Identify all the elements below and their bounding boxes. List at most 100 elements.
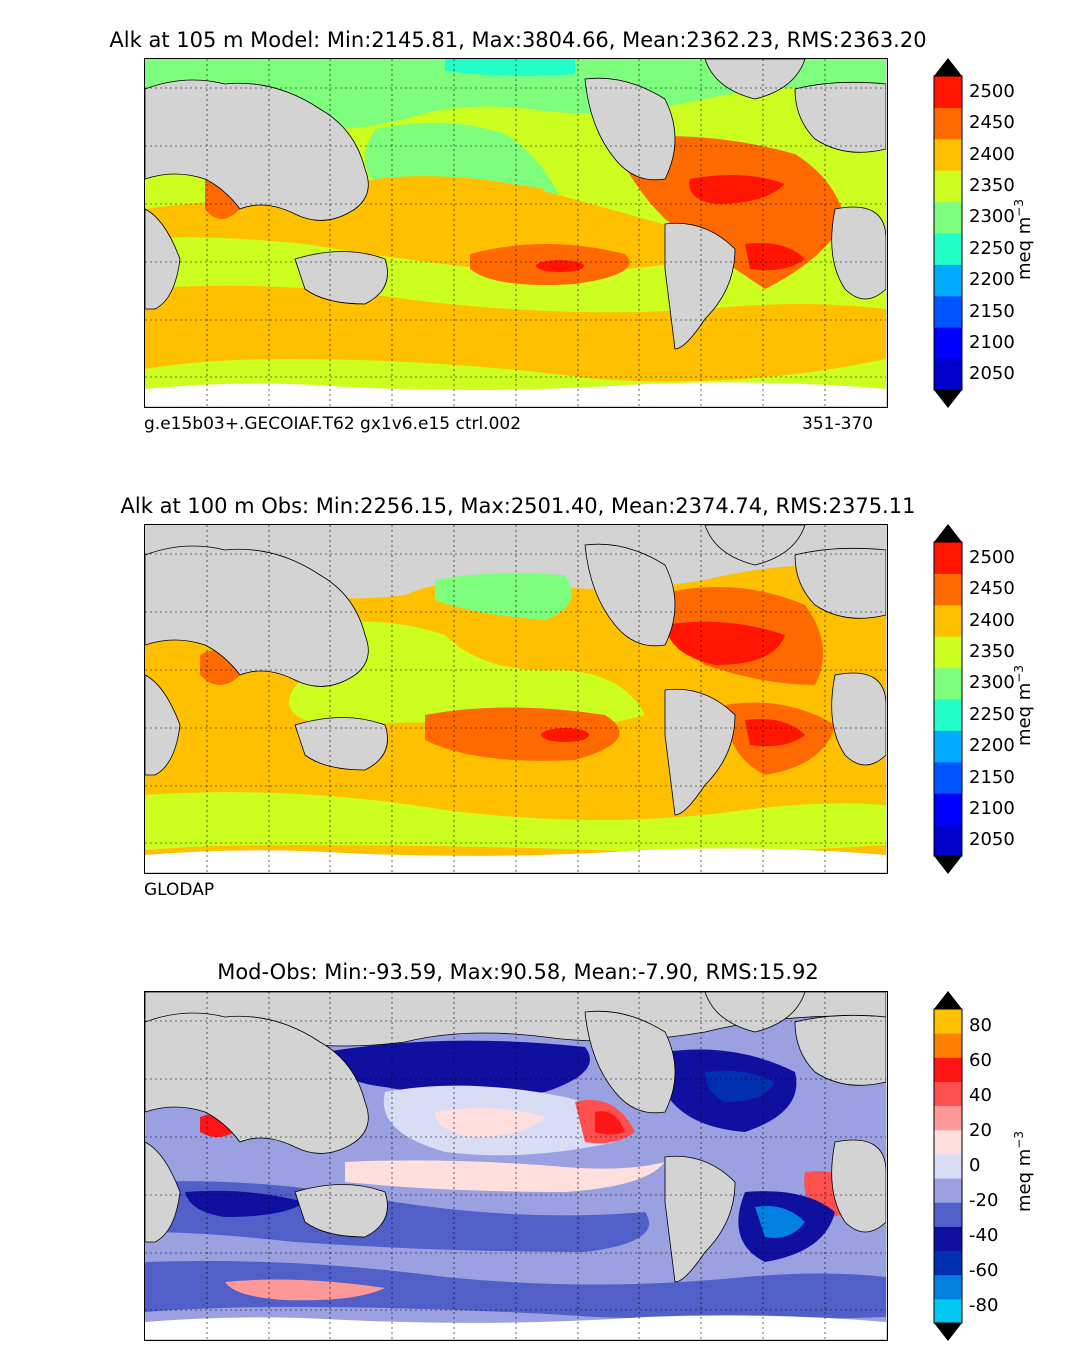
model-case-label: g.e15b03+.GECOIAF.T62 gx1v6.e15 ctrl.002 xyxy=(144,414,522,434)
obs-map-svg xyxy=(145,525,886,872)
gridlines xyxy=(145,992,886,1339)
colorbar-tick-label: 2150 xyxy=(969,300,1015,322)
africa-east xyxy=(831,206,886,300)
np-fresh xyxy=(435,573,572,620)
australia xyxy=(294,251,388,305)
colorbar-tick-label: 2200 xyxy=(969,269,1015,291)
model-colorbar-svg xyxy=(933,58,963,408)
north-high-lat-band xyxy=(145,59,886,129)
north-land-mask xyxy=(145,525,886,599)
south-america xyxy=(664,1155,736,1283)
north-atlantic-red xyxy=(689,175,785,204)
equatorial-positive xyxy=(345,1160,665,1192)
colorbar-min-arrow xyxy=(934,1323,962,1341)
colorbar-segment xyxy=(934,264,962,297)
colorbar-tick-label: -40 xyxy=(969,1224,999,1246)
colorbar-tick-label: 2300 xyxy=(969,672,1015,694)
obs-title: Alk at 100 m Obs: Min:2256.15, Max:2501.… xyxy=(120,494,916,518)
colorbar-segment xyxy=(934,793,962,826)
southern-ocean-negative xyxy=(145,1261,886,1320)
colorbar-segment xyxy=(934,327,962,360)
colorbar-tick-label: 2350 xyxy=(969,174,1015,196)
colorbar-segment xyxy=(934,170,962,203)
colorbar-tick-label: 2450 xyxy=(969,578,1015,600)
africa-east xyxy=(831,672,886,766)
gridlines xyxy=(145,59,886,406)
diff-title: Mod-Obs: Min:-93.59, Max:90.58, Mean:-7.… xyxy=(217,960,819,984)
np-gyre-yellow xyxy=(385,181,545,209)
australia xyxy=(294,1184,388,1238)
greenland xyxy=(704,525,806,566)
obs-source-label: GLODAP xyxy=(144,880,215,900)
colorbar-tick-label: 60 xyxy=(969,1050,992,1072)
arctic-band xyxy=(445,59,575,76)
model-map-svg xyxy=(145,59,886,406)
colorbar-tick-label: 2450 xyxy=(969,112,1015,134)
colorbar-border xyxy=(933,541,963,857)
colorbar-segment xyxy=(934,824,962,857)
europe xyxy=(794,547,886,619)
colorbar-segment xyxy=(934,1178,962,1203)
colorbar-tick-label: -80 xyxy=(969,1294,999,1316)
colorbar-segment xyxy=(934,730,962,763)
colorbar-min-arrow xyxy=(934,390,962,408)
model-colorbar xyxy=(933,58,963,408)
colorbar-tick-label: 2250 xyxy=(969,237,1015,259)
colorbar-segment xyxy=(934,1081,962,1107)
europe xyxy=(794,81,886,153)
obs-colorbar-svg xyxy=(933,524,963,874)
south-america xyxy=(664,222,736,350)
colorbar-segment xyxy=(934,1153,962,1179)
colorbar-tick-label: 20 xyxy=(969,1120,992,1142)
colorbar-tick-label: -20 xyxy=(969,1189,999,1211)
diff-units-label: meq m−3 xyxy=(1012,1131,1035,1212)
colorbar-tick-label: -60 xyxy=(969,1259,999,1281)
obs-colorbar xyxy=(933,524,963,874)
colorbar-segment xyxy=(934,1274,962,1300)
colorbar-min-arrow xyxy=(934,856,962,874)
obs-units-label: meq m−3 xyxy=(1012,665,1035,746)
north-atlantic-red xyxy=(665,621,785,665)
colorbar-segment xyxy=(934,573,962,606)
australia xyxy=(294,717,388,771)
colorbar-tick-label: 2500 xyxy=(969,546,1015,568)
colorbar-max-arrow xyxy=(934,58,962,76)
southern-ocean-positive xyxy=(225,1279,385,1301)
diff-colorbar-svg xyxy=(933,991,963,1341)
obs-map xyxy=(144,524,888,874)
eurasia xyxy=(145,79,369,221)
colorbar-tick-label: 2250 xyxy=(969,703,1015,725)
africa xyxy=(145,674,181,776)
colorbar-tick-label: 2100 xyxy=(969,797,1015,819)
colorbar-segment xyxy=(934,636,962,669)
colorbar-segment xyxy=(934,201,962,234)
south-indian-core xyxy=(185,1190,305,1217)
colorbar-tick-label: 80 xyxy=(969,1015,992,1037)
colorbar-segment xyxy=(934,107,962,140)
africa xyxy=(145,1141,181,1243)
colorbar-tick-label: 2400 xyxy=(969,609,1015,631)
eurasia xyxy=(145,545,369,687)
africa xyxy=(145,208,181,310)
colorbar-tick-label: 0 xyxy=(969,1155,981,1176)
colorbar-segment xyxy=(934,295,962,328)
np-slight-positive xyxy=(435,1108,545,1137)
colorbar-tick-label: 2300 xyxy=(969,206,1015,228)
colorbar-tick-label: 2050 xyxy=(969,363,1015,385)
diff-map xyxy=(144,991,888,1341)
sp-gyre-orange xyxy=(425,707,620,761)
gridlines xyxy=(145,525,886,872)
sp-gyre-core xyxy=(541,728,589,742)
colorbar-segment xyxy=(934,1009,962,1034)
south-atlantic-core xyxy=(755,1206,805,1238)
colorbar-segment xyxy=(934,761,962,794)
colorbar-border xyxy=(933,75,963,391)
colorbar-tick-label: 2100 xyxy=(969,331,1015,353)
np-negative xyxy=(325,1040,590,1096)
colorbar-max-arrow xyxy=(934,991,962,1009)
south-atlantic-red xyxy=(745,243,805,271)
colorbar-max-arrow xyxy=(934,524,962,542)
colorbar-segment xyxy=(934,542,962,574)
model-units-label: meq m−3 xyxy=(1012,199,1035,280)
greenland xyxy=(704,59,806,100)
